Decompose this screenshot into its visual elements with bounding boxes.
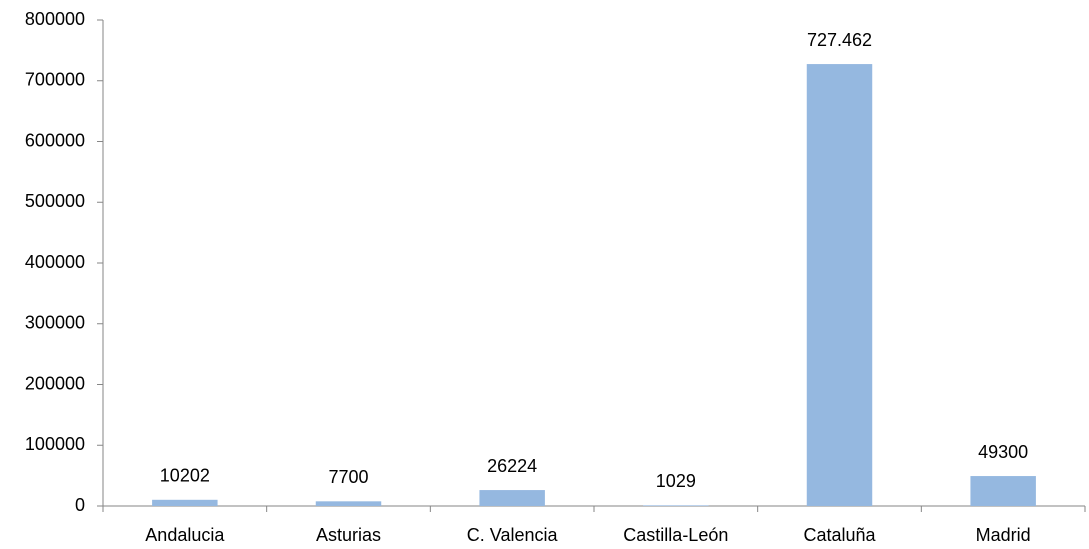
y-tick-label: 0 <box>75 495 85 515</box>
x-tick-label: Cataluña <box>803 525 876 545</box>
bar <box>970 476 1036 506</box>
bar <box>315 501 382 506</box>
data-label: 26224 <box>487 456 537 476</box>
bar <box>152 499 218 506</box>
y-tick-label: 600000 <box>25 130 85 150</box>
y-tick-label: 300000 <box>25 313 85 333</box>
y-tick-label: 500000 <box>25 191 85 211</box>
x-tick-label: Asturias <box>316 525 381 545</box>
x-tick-label: Andalucia <box>145 525 225 545</box>
x-tick-label: Madrid <box>976 525 1031 545</box>
data-label: 7700 <box>328 467 368 487</box>
y-tick-label: 400000 <box>25 252 85 272</box>
bar <box>643 505 709 506</box>
y-tick-label: 800000 <box>25 9 85 29</box>
x-tick-label: C. Valencia <box>467 525 559 545</box>
y-tick-label: 200000 <box>25 373 85 393</box>
x-tick-label: Castilla-León <box>623 525 728 545</box>
bar <box>806 64 873 506</box>
data-label: 10202 <box>160 466 210 486</box>
data-label: 1029 <box>656 471 696 491</box>
bar <box>479 490 545 506</box>
y-tick-label: 100000 <box>25 434 85 454</box>
data-label: 727.462 <box>807 30 872 50</box>
data-label: 49300 <box>978 442 1028 462</box>
y-tick-label: 700000 <box>25 70 85 90</box>
